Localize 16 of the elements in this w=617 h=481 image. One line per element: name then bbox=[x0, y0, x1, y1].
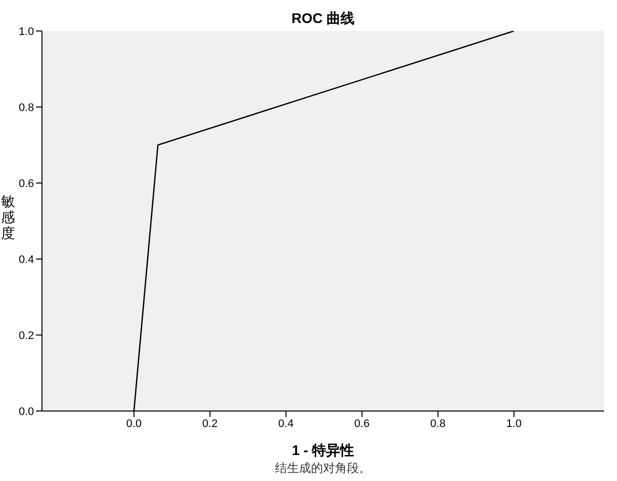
y-tick-label: 0.2 bbox=[18, 330, 34, 342]
text: 结生成的对角段。 bbox=[274, 460, 372, 477]
x-tick-label: 0.8 bbox=[430, 418, 446, 430]
y-axis-title: 敏感度 bbox=[0, 193, 16, 241]
chart-title: ROC 曲线 bbox=[290, 10, 356, 28]
y-tick-label: 0.0 bbox=[18, 406, 34, 418]
y-tick-label: 1.0 bbox=[18, 26, 34, 38]
y-tick-label: 0.6 bbox=[18, 178, 34, 190]
x-axis-title: 1 - 特异性 bbox=[292, 442, 354, 458]
x-tick-label: 0.4 bbox=[278, 418, 294, 430]
y-tick-label: 0.8 bbox=[18, 102, 34, 114]
x-tick-label: 0.6 bbox=[354, 418, 370, 430]
x-tick-label: 1.0 bbox=[506, 418, 522, 430]
x-tick-label: 0.0 bbox=[126, 418, 142, 430]
y-tick-label: 0.4 bbox=[18, 254, 34, 266]
x-tick-label: 0.2 bbox=[202, 418, 218, 430]
